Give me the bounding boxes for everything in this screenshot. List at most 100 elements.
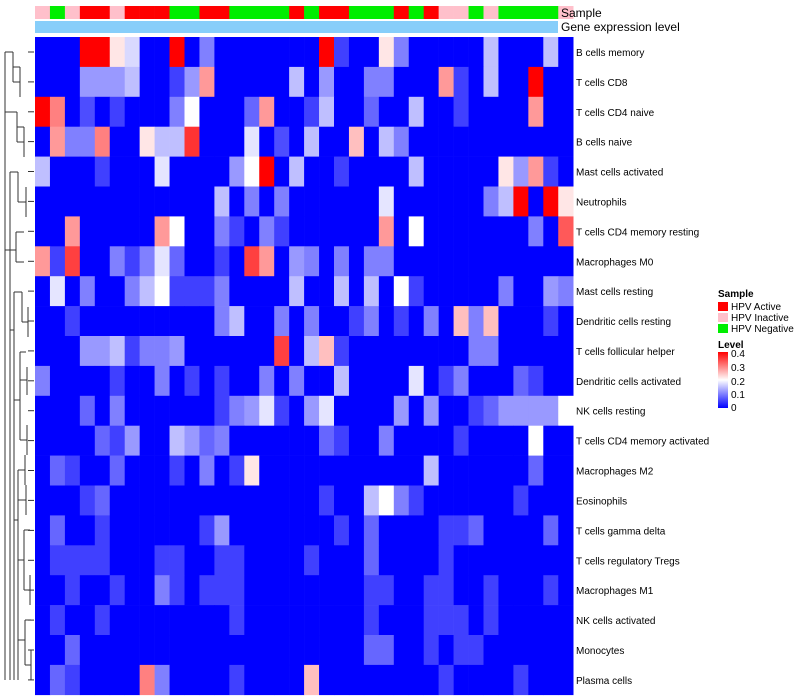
heatmap-cell [408,485,424,516]
heatmap-cell [438,515,454,546]
heatmap-cell [543,664,559,696]
heatmap-cell [229,216,245,247]
heatmap-cell [558,635,574,666]
heatmap-cell [378,246,395,277]
heatmap-cell [483,365,499,397]
heatmap-cell [408,395,424,426]
heatmap-cell [528,126,544,157]
heatmap-cell [229,246,245,277]
heatmap-cell [109,515,125,546]
heatmap-cell [259,37,275,68]
row-label: Dendritic cells resting [576,317,671,328]
heatmap-cell [304,156,320,187]
heatmap-cell [513,276,529,307]
heatmap-cell [49,545,66,576]
heatmap-cell [468,664,484,696]
heatmap-cell [139,156,155,187]
heatmap-cell [363,216,380,247]
heatmap-cell [468,575,484,606]
heatmap-cell [498,156,514,187]
heatmap-cell [229,395,245,426]
heatmap-cell [468,485,484,516]
heatmap-cell [79,425,96,456]
heatmap-cell [259,276,275,307]
heatmap-cell [528,186,544,217]
heatmap-cell [289,37,305,68]
heatmap-cell [139,365,155,397]
legend-level-tick-0.3: 0.3 [731,363,745,374]
expression-track-label: Gene expression level [561,20,680,34]
heatmap-cell [35,246,51,277]
heatmap-cell [274,156,290,187]
sample-annotation-cell [558,6,574,19]
heatmap-cell [35,66,51,98]
heatmap-cell [438,276,454,307]
heatmap-cell [109,306,125,337]
heatmap-cell [154,575,170,606]
heatmap-cell [498,306,514,337]
heatmap-cell [274,455,290,486]
heatmap-cell [438,37,454,68]
heatmap-cell [289,246,305,277]
heatmap-cell [513,455,529,486]
heatmap-cell [558,485,574,516]
heatmap-cell [64,515,81,546]
heatmap-cell [543,485,559,516]
heatmap-cell [513,365,529,397]
heatmap-cell [64,66,81,98]
heatmap-cell [543,66,559,98]
heatmap-cell [438,306,454,337]
heatmap-cell [348,66,365,98]
heatmap-cell [513,216,529,247]
sample-annotation-cell [513,6,529,19]
heatmap-cell [483,276,499,307]
heatmap-cell [334,126,350,157]
heatmap-cell [244,545,260,576]
heatmap-cell [408,545,424,576]
heatmap-cell [513,425,529,456]
heatmap-cell [229,455,245,486]
heatmap-cell [558,545,574,576]
heatmap-cell [498,37,514,68]
heatmap-cell [378,635,395,666]
heatmap-cell [498,395,514,426]
heatmap-cell [94,336,111,367]
heatmap-cell [214,664,230,696]
heatmap-cell [528,276,544,307]
heatmap-cell [319,635,335,666]
heatmap-cell [319,186,335,217]
heatmap-cell [64,664,81,696]
heatmap-cell [229,336,245,367]
heatmap-cell [438,66,454,98]
heatmap-cell [304,186,320,217]
heatmap-cell [348,156,365,187]
heatmap-cell [49,664,66,696]
heatmap-cell [109,216,125,247]
heatmap-cell [543,126,559,157]
heatmap-cell [423,336,439,367]
heatmap-cell [513,96,529,127]
heatmap-cell [319,515,335,546]
heatmap-cell [139,306,155,337]
sample-annotation-cell [289,6,305,19]
heatmap-cell [378,425,395,456]
heatmap-cell [498,186,514,217]
heatmap-cell [274,126,290,157]
heatmap-cell [304,425,320,456]
heatmap-cell [378,545,395,576]
heatmap-cell [64,455,81,486]
heatmap-cell [139,605,155,636]
heatmap-cell [378,37,395,68]
heatmap-cell [319,96,335,127]
row-label: T cells follicular helper [576,347,675,358]
heatmap-cell [214,37,230,68]
heatmap-cell [199,96,215,127]
heatmap-cell [513,395,529,426]
heatmap-cell [214,365,230,397]
heatmap-cell [393,635,410,666]
heatmap-cell [259,186,275,217]
heatmap-cell [408,664,424,696]
heatmap-cell [259,336,275,367]
heatmap-cell [154,37,170,68]
row-label: Macrophages M2 [576,467,654,478]
